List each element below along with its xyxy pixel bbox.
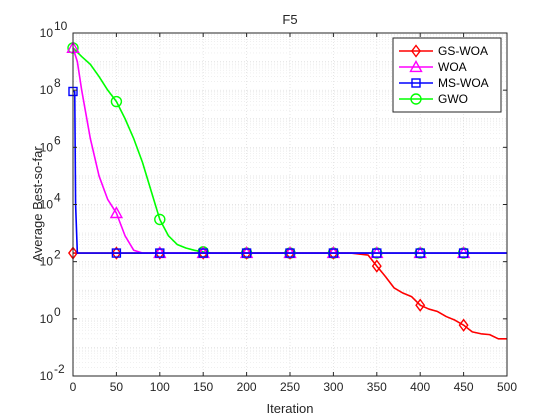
legend-item: GS-WOA — [399, 44, 488, 58]
data-point — [198, 248, 208, 258]
x-tick-label: 50 — [110, 380, 124, 394]
y-axis-label: Average Best-so-far — [30, 146, 45, 262]
y-tick-exponent: 2 — [54, 248, 61, 262]
y-tick-label: 10 — [40, 140, 54, 154]
legend-marker — [410, 93, 422, 105]
data-point — [458, 318, 469, 332]
y-tick-label: 10 — [40, 312, 54, 326]
y-tick-exponent: 0 — [54, 305, 61, 319]
x-tick-label: 0 — [70, 380, 77, 394]
legend-label: WOA — [438, 60, 467, 74]
legend-item: GWO — [399, 92, 468, 106]
y-tick-label: 10 — [40, 369, 54, 383]
legend-label: GS-WOA — [438, 44, 488, 58]
data-point — [155, 248, 165, 258]
chart-title: F5 — [282, 12, 297, 27]
legend-marker — [411, 78, 421, 88]
data-point — [285, 248, 295, 258]
data-point — [371, 259, 382, 273]
y-tick-label: 10 — [40, 198, 54, 212]
y-tick-exponent: 8 — [54, 76, 61, 90]
legend: GS-WOA WOA MS-WOA GWO — [392, 37, 502, 113]
data-point — [458, 248, 469, 258]
legend-item: WOA — [399, 60, 467, 74]
y-tick-exponent: -2 — [54, 362, 65, 376]
legend-label: MS-WOA — [438, 76, 489, 90]
series-layer — [66, 41, 507, 340]
data-point — [415, 248, 425, 258]
data-point — [372, 248, 382, 258]
data-point — [415, 298, 426, 312]
data-point — [241, 248, 252, 258]
data-point — [111, 248, 122, 258]
series-ms-woa — [68, 86, 507, 258]
data-point — [110, 95, 123, 108]
x-tick-label: 100 — [150, 380, 170, 394]
x-tick-label: 400 — [410, 380, 430, 394]
legend-label: GWO — [438, 92, 468, 106]
x-axis-label: Iteration — [267, 401, 314, 416]
x-tick-label: 450 — [454, 380, 474, 394]
y-tick-label: 10 — [40, 83, 54, 97]
y-tick-exponent: 4 — [54, 191, 61, 205]
x-tick-label: 350 — [367, 380, 387, 394]
data-point — [109, 206, 124, 219]
y-tick-label: 10 — [40, 255, 54, 269]
legend-marker — [409, 60, 423, 73]
x-tick-label: 500 — [497, 380, 517, 394]
y-tick-exponent: 6 — [54, 133, 61, 147]
y-tick-exponent: 10 — [54, 19, 68, 33]
data-point — [154, 213, 166, 226]
data-point — [111, 246, 122, 260]
legend-marker — [411, 44, 421, 58]
data-point — [328, 248, 339, 258]
series-line — [73, 90, 507, 254]
x-axis: 0 50 100 150 200 250 300 350 400 450 500 — [70, 33, 517, 394]
x-tick-label: 300 — [323, 380, 343, 394]
x-tick-label: 200 — [237, 380, 257, 394]
y-tick-label: 10 — [40, 26, 54, 40]
legend-item: MS-WOA — [399, 76, 489, 90]
x-tick-label: 250 — [280, 380, 300, 394]
x-tick-label: 150 — [193, 380, 213, 394]
